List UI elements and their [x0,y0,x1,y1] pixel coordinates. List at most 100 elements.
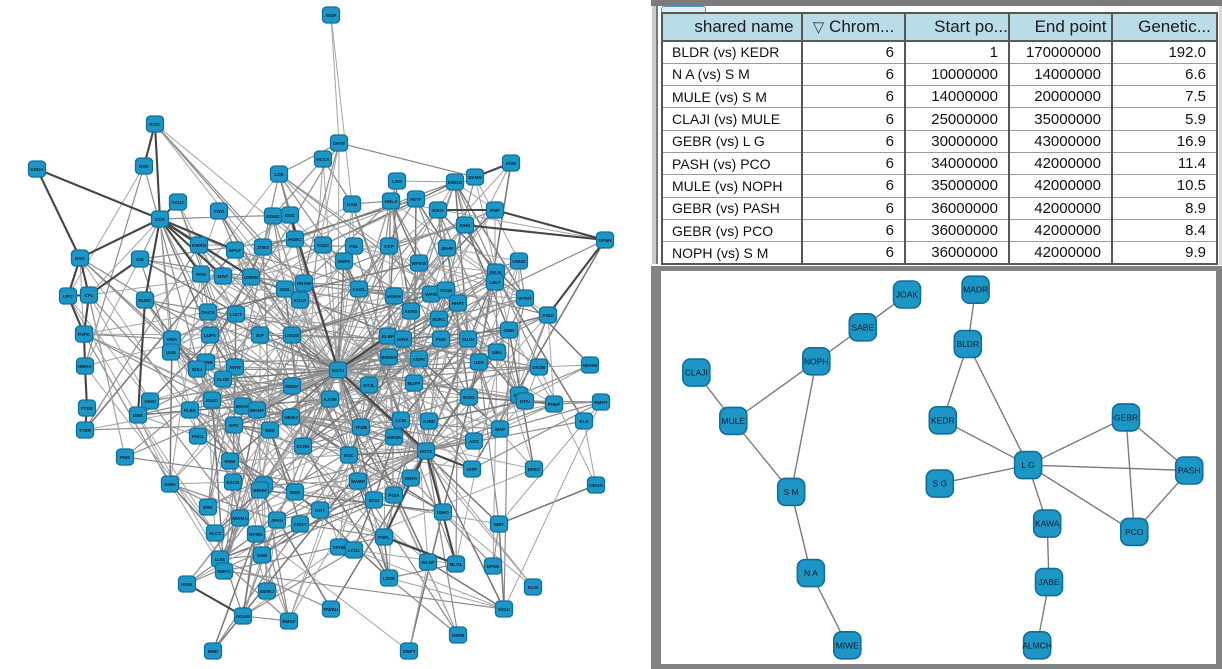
svg-text:MWT: MWT [218,274,229,279]
svg-text:DRSB: DRSB [532,365,546,370]
svg-text:BCIJ: BCIJ [369,498,380,503]
svg-text:WPIS: WPIS [425,292,437,297]
svg-text:TGDC: TGDC [316,243,330,248]
svg-text:USGW: USGW [285,333,300,338]
svg-text:CCA: CCA [155,217,166,222]
svg-text:KMOO: KMOO [448,180,463,185]
svg-text:ELBP: ELBP [382,334,394,339]
svg-text:ICOC: ICOC [149,122,161,127]
svg-text:OKDI: OKDI [144,399,155,404]
svg-text:S M: S M [784,487,799,497]
svg-text:KAWA: KAWA [1035,519,1060,529]
svg-text:WLNF: WLNF [421,560,434,565]
svg-text:SABE: SABE [851,322,874,332]
svg-text:GWGN: GWGN [387,435,402,440]
svg-text:GHT: GHT [315,508,325,513]
svg-text:IKP: IKP [256,333,264,338]
svg-text:KLW: KLW [528,585,539,590]
svg-text:GGTJ: GGTJ [332,368,345,373]
svg-text:LUPS: LUPS [204,333,216,338]
svg-text:MSAW: MSAW [236,404,251,409]
svg-text:L G: L G [1021,460,1034,470]
svg-text:HHPT: HHPT [452,301,465,306]
svg-text:IATP: IATP [467,467,477,472]
svg-text:NDHW: NDHW [583,363,598,368]
svg-text:LNO: LNO [392,179,402,184]
svg-text:GNIL: GNIL [280,287,291,292]
svg-text:HWA: HWA [167,337,178,342]
svg-text:PJPK: PJPK [78,332,91,337]
svg-text:JEHR: JEHR [441,246,454,251]
svg-text:LCE: LCE [274,172,283,177]
svg-text:SWFT: SWFT [402,649,415,654]
svg-text:TWO: TWO [214,209,225,214]
svg-text:MWMA: MWMA [232,516,248,521]
svg-text:POUI: POUI [542,313,553,318]
svg-text:GNPA: GNPA [338,259,352,264]
svg-text:DHC: DHC [139,164,150,169]
svg-text:IGHO: IGHO [437,510,449,515]
svg-text:S G: S G [932,479,947,489]
svg-text:UPNN: UPNN [598,238,612,243]
svg-text:UNUD: UNUD [512,259,526,264]
svg-text:DTAI: DTAI [520,399,530,404]
svg-text:HMNA: HMNA [78,364,92,369]
svg-text:RAC: RAC [75,256,86,261]
svg-text:NOPH: NOPH [804,356,829,366]
svg-text:UDA: UDA [474,360,485,365]
svg-text:BBHH: BBHH [253,488,267,493]
svg-text:EIOG: EIOG [463,395,475,400]
svg-text:ALMCH: ALMCH [1022,640,1052,650]
svg-text:MADR: MADR [963,285,988,295]
svg-text:PMS: PMS [120,455,130,460]
svg-text:RFMG: RFMG [249,532,263,537]
svg-text:ADC: ADC [469,439,480,444]
svg-text:ERJK: ERJK [490,270,503,275]
svg-text:AJBD: AJBD [423,419,436,424]
svg-text:JOAK: JOAK [896,290,919,300]
svg-text:GPUF: GPUF [229,248,242,253]
svg-text:CKP: CKP [384,244,394,249]
svg-text:CAOL: CAOL [352,287,365,292]
svg-text:AWW: AWW [229,365,241,370]
svg-text:GIE: GIE [136,257,144,262]
svg-text:OSFB: OSFB [452,633,465,638]
svg-text:WFKW: WFKW [412,261,427,266]
svg-text:BWWH: BWWH [381,355,397,360]
svg-text:PMK: PMK [436,337,447,342]
svg-text:DPEC: DPEC [528,467,541,472]
svg-text:TKGE: TKGE [440,288,453,293]
svg-text:RMFG: RMFG [217,569,231,574]
svg-text:NCUI: NCUI [498,607,509,612]
svg-text:EEMN: EEMN [468,175,482,180]
svg-text:PGIA: PGIA [388,493,400,498]
svg-text:JPAN: JPAN [271,518,284,523]
svg-text:OEGA: OEGA [589,483,603,488]
svg-text:N A: N A [804,568,818,578]
svg-text:UNRW: UNRW [244,275,259,280]
svg-text:KEDR: KEDR [931,415,955,425]
svg-text:AGFK: AGFK [412,357,426,362]
svg-text:PMF: PMF [490,208,500,213]
svg-text:IGRA: IGRA [397,337,409,342]
svg-text:PCO: PCO [1125,527,1144,537]
svg-text:HOTS: HOTS [420,449,433,454]
svg-text:CLAJI: CLAJI [685,368,708,378]
svg-text:DAM: DAM [347,202,358,207]
svg-text:WTHT: WTHT [518,296,531,301]
svg-text:MUFP: MUFP [407,381,420,386]
svg-text:BGRR: BGRR [199,360,213,365]
svg-text:OACK: OACK [201,310,215,315]
svg-text:TTBR: TTBR [79,428,92,433]
svg-text:MULE: MULE [721,416,745,426]
svg-text:ESCG: ESCG [226,480,239,485]
svg-text:MABP: MABP [351,479,365,484]
svg-text:EKM: EKM [506,161,516,166]
svg-text:CLOE: CLOE [217,377,230,382]
svg-text:CPL: CPL [84,293,93,298]
svg-text:EPSN: EPSN [487,564,500,569]
svg-text:FHKP: FHKP [548,402,561,407]
svg-text:HCCA: HCCA [316,157,330,162]
svg-text:BWS: BWS [290,490,301,495]
svg-text:EED: EED [265,428,275,433]
